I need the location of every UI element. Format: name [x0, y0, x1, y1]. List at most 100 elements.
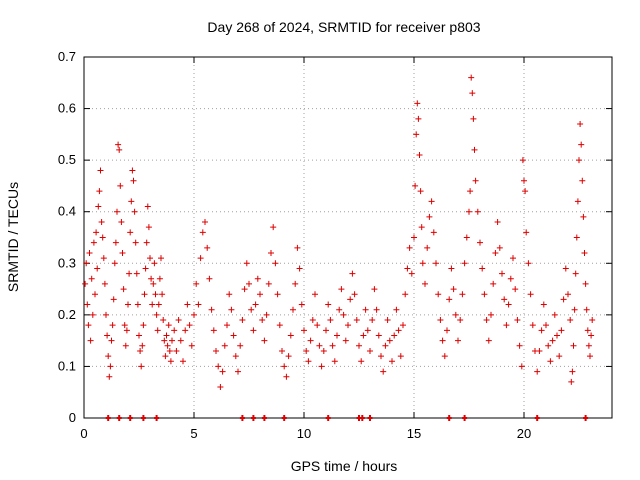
- data-point: [117, 182, 124, 189]
- data-point: [98, 219, 105, 226]
- data-point: [393, 306, 400, 313]
- data-point: [116, 146, 123, 153]
- data-point: [468, 74, 475, 81]
- data-point: [141, 291, 148, 298]
- data-point: [84, 301, 91, 308]
- data-point: [92, 291, 98, 298]
- data-point: [110, 296, 117, 303]
- data-point: [213, 347, 219, 354]
- data-point: [138, 363, 145, 370]
- data-point: [162, 353, 169, 360]
- data-point: [182, 327, 189, 334]
- data-point: [450, 286, 457, 293]
- data-point: [577, 121, 584, 128]
- zero-marker: [534, 415, 540, 421]
- x-tick-label: 0: [80, 426, 87, 441]
- data-point: [400, 322, 406, 329]
- data-point: [109, 322, 116, 329]
- data-point: [160, 317, 167, 324]
- data-point: [481, 291, 488, 298]
- data-point: [402, 291, 409, 298]
- data-point: [523, 229, 530, 236]
- data-point: [424, 244, 431, 251]
- data-point: [576, 157, 582, 164]
- data-point: [279, 347, 285, 354]
- data-point: [397, 353, 404, 360]
- chart-title: Day 268 of 2024, SRMTID for receiver p80…: [207, 19, 480, 35]
- data-point: [371, 286, 378, 293]
- data-point: [184, 301, 191, 308]
- data-point: [151, 260, 158, 267]
- data-point: [173, 347, 180, 354]
- data-point: [95, 203, 102, 210]
- data-point: [512, 286, 519, 293]
- data-point: [521, 177, 527, 184]
- zero-marker: [154, 415, 160, 421]
- data-point: [123, 327, 130, 334]
- data-point: [507, 275, 514, 282]
- data-point: [228, 306, 235, 313]
- data-point: [120, 286, 127, 293]
- data-point: [347, 296, 354, 303]
- data-point: [122, 342, 129, 349]
- data-point: [230, 332, 237, 339]
- data-point: [193, 280, 200, 287]
- data-point: [103, 311, 109, 318]
- x-tick-label: 20: [517, 426, 531, 441]
- data-point: [237, 342, 244, 349]
- data-point: [395, 327, 402, 334]
- data-point: [285, 353, 292, 360]
- zero-marker: [367, 415, 373, 421]
- data-point: [154, 327, 161, 334]
- zero-marker: [583, 415, 589, 421]
- data-point: [461, 260, 468, 267]
- data-point: [467, 188, 474, 195]
- data-point: [430, 229, 437, 236]
- data-point: [503, 322, 510, 329]
- data-point: [367, 347, 373, 354]
- data-point: [107, 363, 114, 370]
- data-point: [551, 311, 558, 318]
- zero-marker: [127, 415, 133, 421]
- data-point: [105, 353, 112, 360]
- data-point: [161, 337, 168, 344]
- data-point: [406, 244, 413, 251]
- data-point: [261, 337, 268, 344]
- data-point: [175, 317, 182, 324]
- data-point: [250, 327, 257, 334]
- data-point: [171, 327, 178, 334]
- data-points: [82, 74, 596, 391]
- data-point: [572, 270, 579, 277]
- data-point: [100, 255, 107, 262]
- zero-marker: [116, 415, 122, 421]
- plot-frame: [83, 56, 613, 419]
- data-point: [570, 342, 577, 349]
- data-point: [195, 301, 202, 308]
- data-point: [412, 182, 419, 189]
- data-point: [386, 337, 393, 344]
- data-point: [104, 332, 111, 339]
- data-point: [334, 332, 340, 339]
- data-point: [565, 291, 571, 298]
- data-point: [373, 306, 380, 313]
- data-point: [560, 296, 567, 303]
- y-tick-label: 0.2: [58, 307, 76, 322]
- data-point: [529, 322, 536, 329]
- data-point: [87, 337, 94, 344]
- data-point: [191, 311, 197, 318]
- data-point: [496, 244, 503, 251]
- data-point: [428, 198, 435, 205]
- zero-marker: [446, 415, 452, 421]
- data-point: [296, 265, 303, 272]
- data-point: [96, 188, 103, 195]
- data-point: [132, 239, 139, 246]
- data-point: [518, 363, 525, 370]
- data-point: [540, 301, 547, 308]
- data-point: [287, 332, 294, 339]
- data-point: [232, 353, 239, 360]
- data-point: [188, 342, 195, 349]
- data-point: [588, 332, 595, 339]
- data-point: [336, 306, 343, 313]
- y-axis-label: SRMTID / TECUs: [5, 182, 21, 292]
